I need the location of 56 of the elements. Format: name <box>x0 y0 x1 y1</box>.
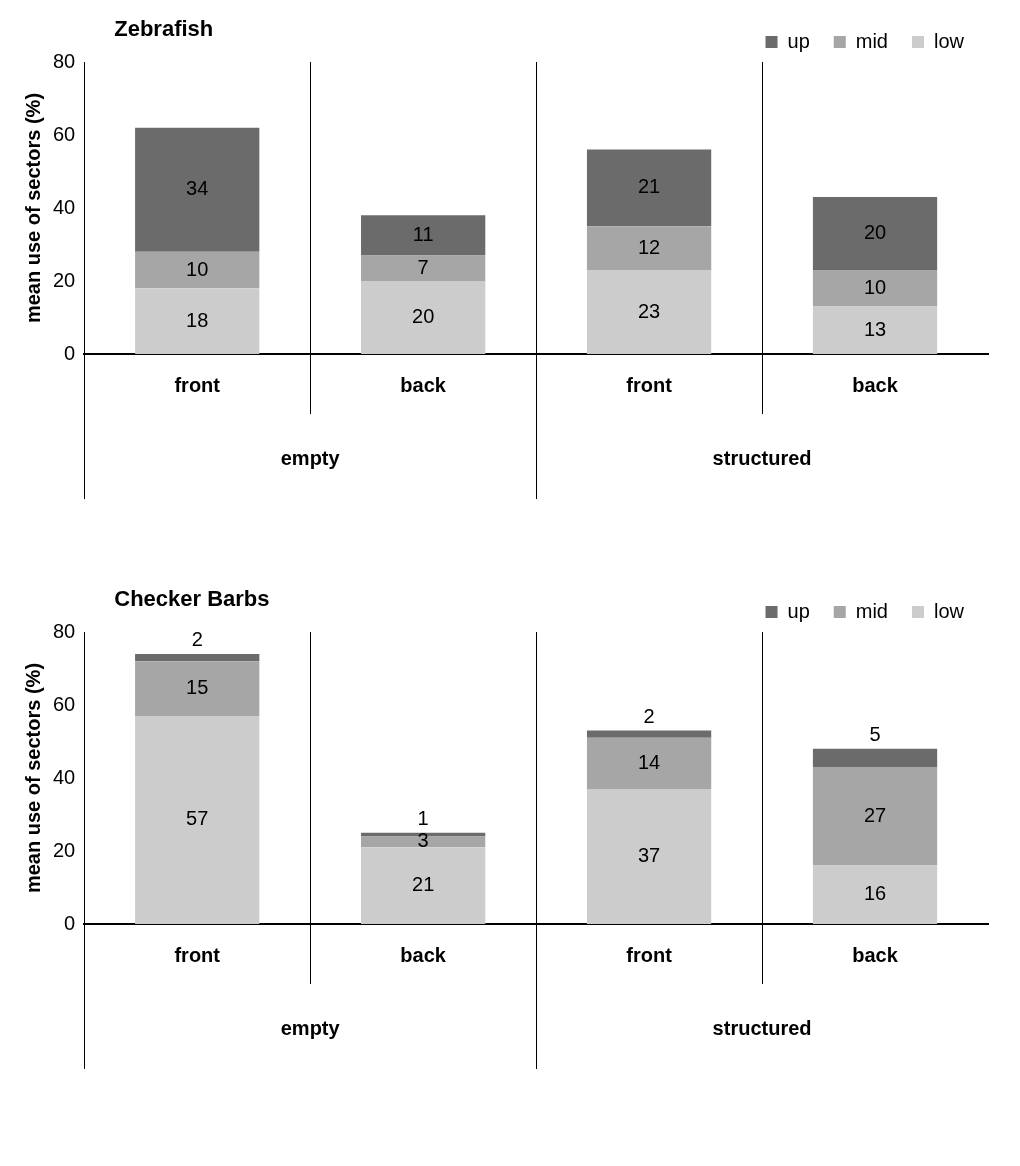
y-axis-title: mean use of sectors (%) <box>21 92 44 324</box>
x-tick-label: front <box>174 373 221 396</box>
data-label: 21 <box>412 873 435 896</box>
y-tick-label: 40 <box>53 195 76 218</box>
data-label: 14 <box>637 750 661 773</box>
data-label: 3 <box>417 829 429 852</box>
data-label: 18 <box>186 308 209 331</box>
data-label: 5 <box>869 723 881 746</box>
x-tick-label: back <box>400 373 447 396</box>
data-label: 10 <box>186 257 209 280</box>
data-label: 20 <box>863 221 887 244</box>
y-tick-label: 60 <box>53 122 76 145</box>
text: structured <box>712 446 812 469</box>
data-label: 57 <box>186 807 209 830</box>
text: structured <box>712 1016 812 1039</box>
y-axis-title: mean use of sectors (%) <box>21 662 44 894</box>
y-tick-label: 0 <box>64 341 76 364</box>
y-tick-label: 20 <box>53 838 76 861</box>
x-tick-label: back <box>400 943 447 966</box>
y-tick-label: 80 <box>53 49 76 72</box>
x-tick-label: back <box>852 943 899 966</box>
text: empty <box>280 446 341 469</box>
data-label: 12 <box>637 235 661 258</box>
legend-label: up <box>787 29 810 52</box>
y-tick-label: 20 <box>53 268 76 291</box>
data-label: 27 <box>863 803 887 826</box>
y-tick-label: 60 <box>53 692 76 715</box>
legend-label: up <box>787 599 810 622</box>
data-label: 20 <box>412 305 435 328</box>
data-label: 23 <box>637 299 661 322</box>
data-label: 7 <box>417 255 429 278</box>
data-label: 15 <box>186 676 209 699</box>
legend-label: low <box>933 599 965 622</box>
data-label: 10 <box>863 275 887 298</box>
data-label: 16 <box>863 882 887 905</box>
text: empty <box>280 1016 341 1039</box>
x-tick-label: front <box>626 943 673 966</box>
data-label: 13 <box>863 317 887 340</box>
chart-title: Checker Barbs <box>114 586 270 612</box>
x-tick-label: back <box>852 373 899 396</box>
legend-label: mid <box>855 599 888 622</box>
data-label: 34 <box>186 177 209 200</box>
data-label: 1 <box>417 807 429 830</box>
legend-label: mid <box>855 29 888 52</box>
x-tick-label: front <box>174 943 221 966</box>
legend-label: low <box>933 29 965 52</box>
y-tick-label: 80 <box>53 619 76 642</box>
x-tick-label: front <box>626 373 673 396</box>
data-label: 2 <box>191 628 203 651</box>
data-label: 37 <box>637 843 661 866</box>
data-label: 21 <box>637 175 661 198</box>
data-label: 2 <box>643 705 655 728</box>
y-tick-label: 0 <box>64 911 76 934</box>
data-label: 11 <box>412 222 434 245</box>
y-tick-label: 40 <box>53 765 76 788</box>
chart-title: Zebrafish <box>114 16 214 42</box>
